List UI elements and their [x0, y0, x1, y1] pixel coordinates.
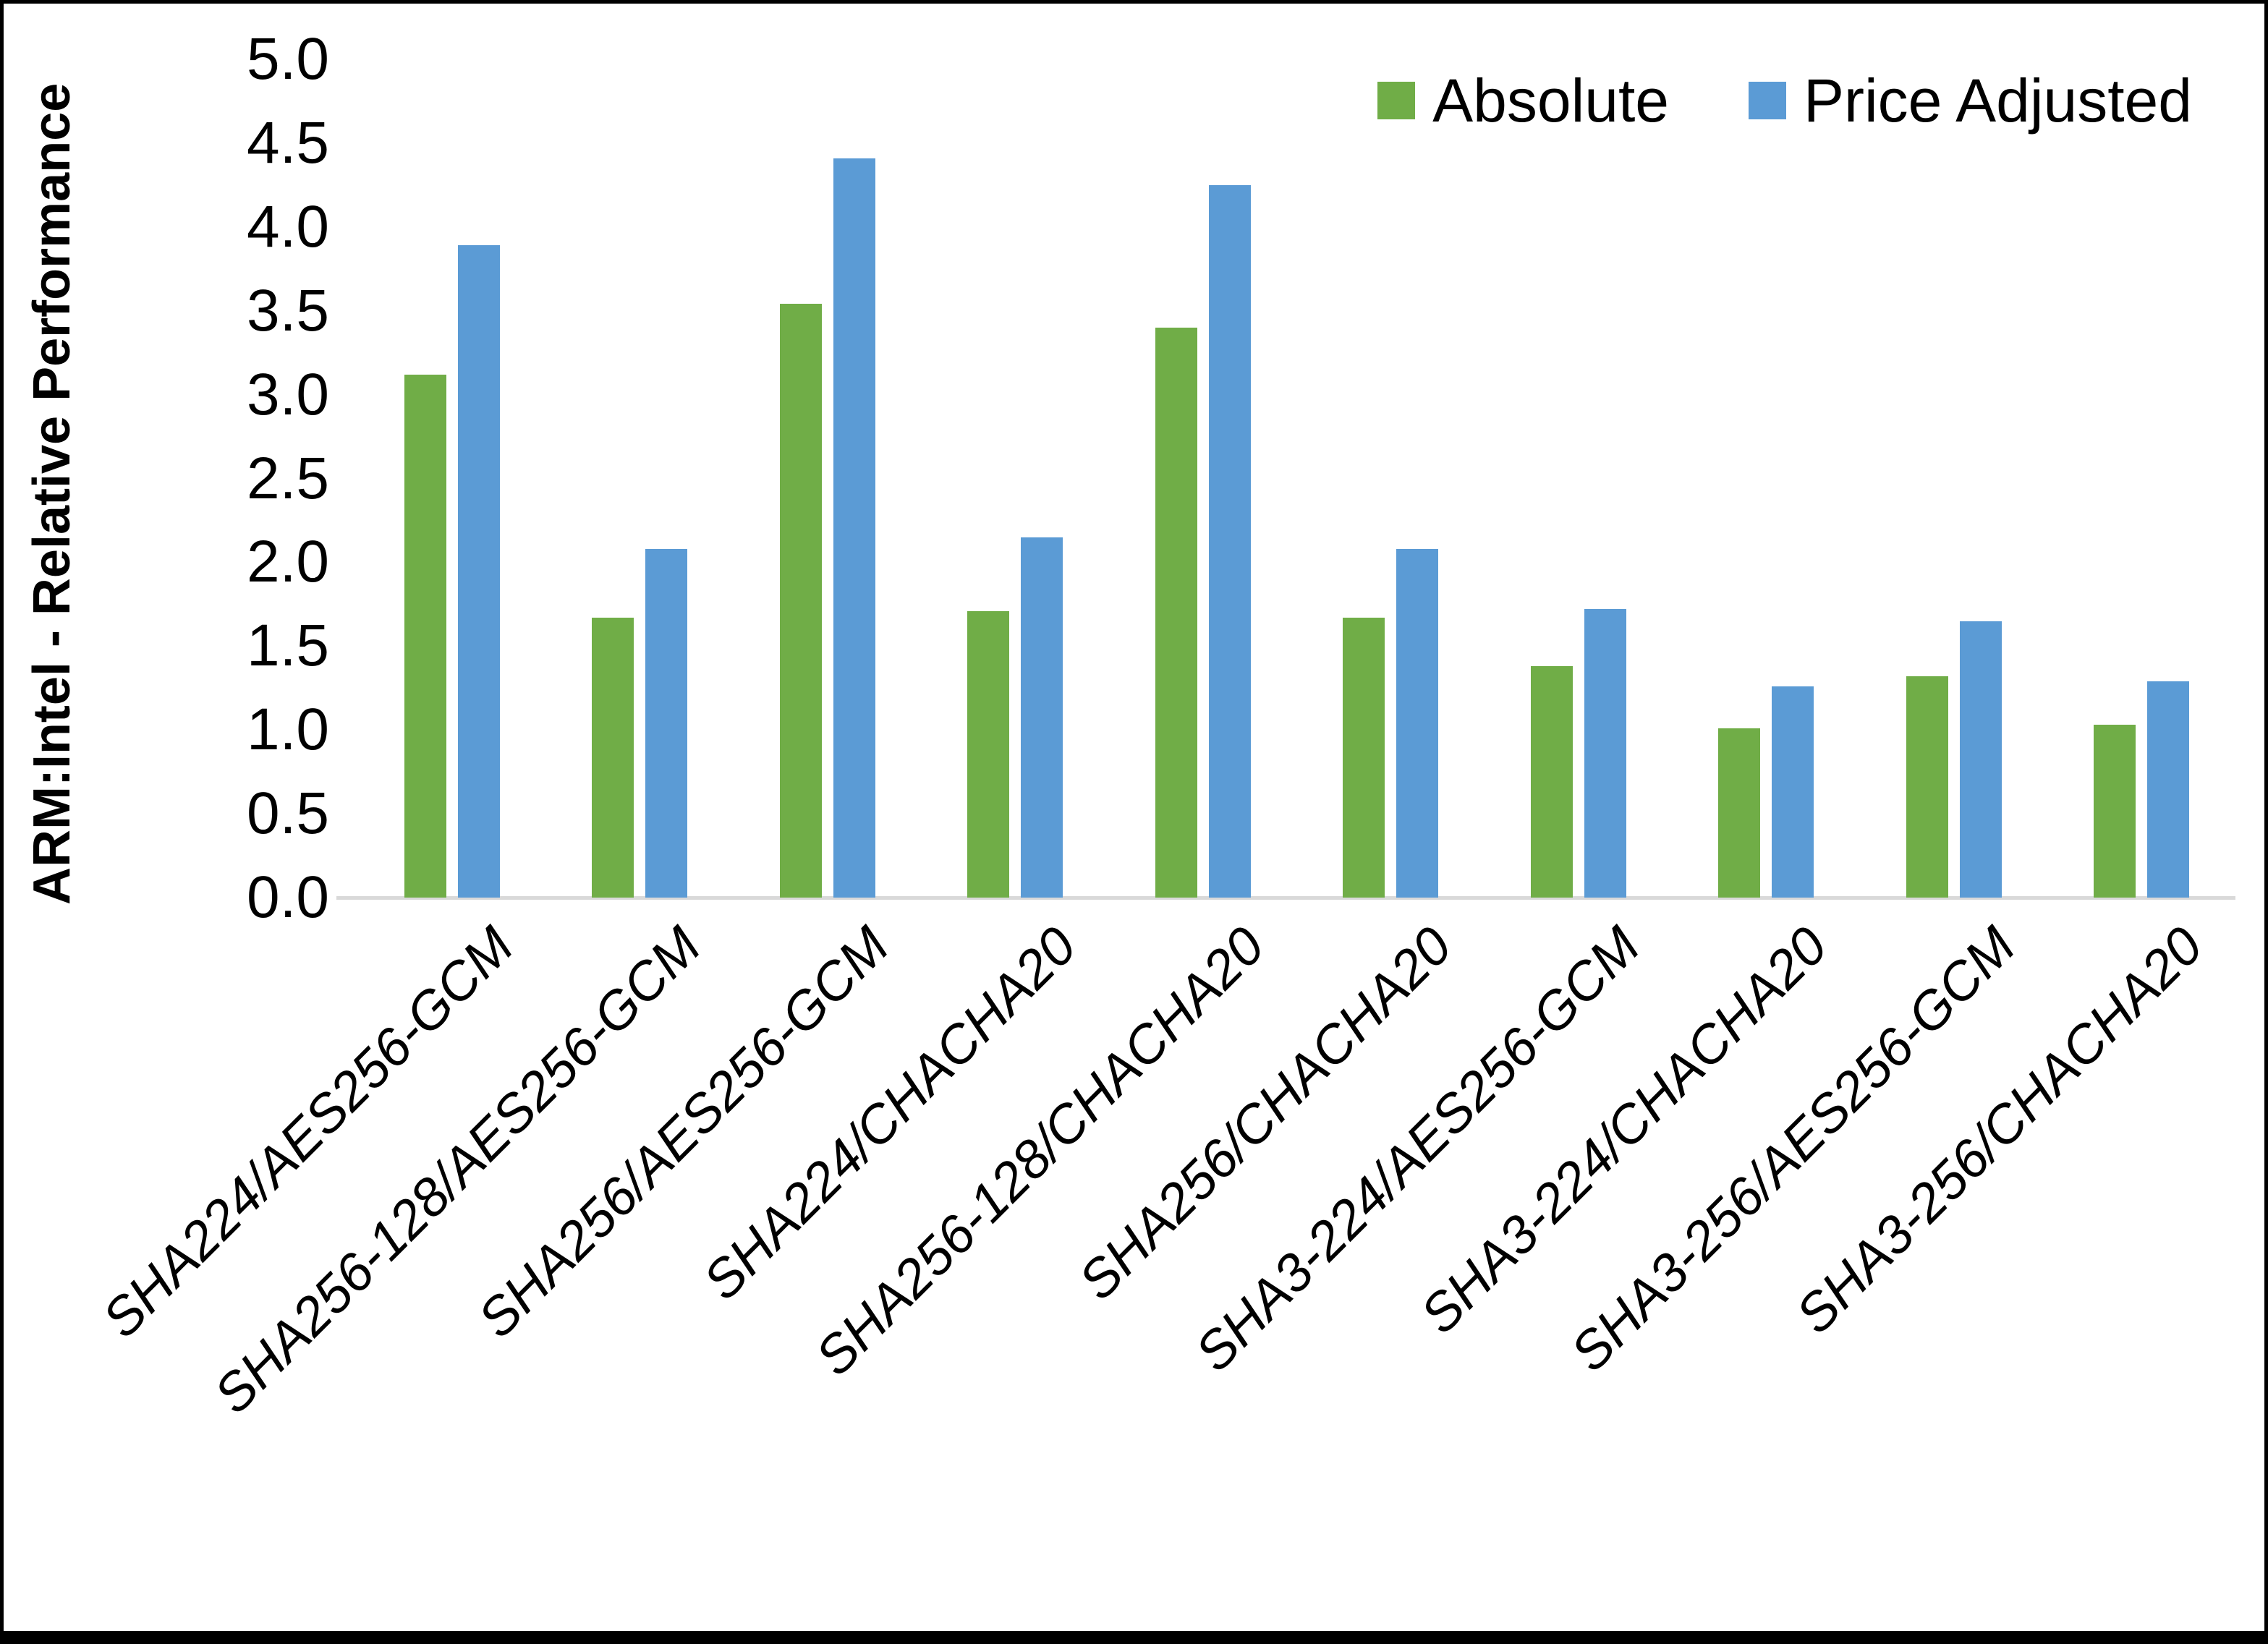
bar-group — [2048, 59, 2236, 898]
bar-absolute — [1155, 327, 1197, 898]
bar-price-adjusted — [1959, 621, 2002, 898]
bar-group — [1485, 59, 1673, 898]
bar-price-adjusted — [1021, 537, 1063, 898]
y-tick-label: 1.5 — [247, 613, 329, 679]
x-category-label: SHA256/CHACHA20 — [1067, 915, 1464, 1311]
bar-absolute — [1343, 617, 1385, 898]
legend-item-absolute: Absolute — [1377, 70, 1669, 131]
bar-absolute — [592, 617, 634, 898]
bar-price-adjusted — [2147, 681, 2190, 898]
legend-item-price-adjusted: Price Adjusted — [1749, 70, 2192, 131]
bar-group — [1860, 59, 2048, 898]
y-tick-label: 4.0 — [247, 193, 329, 260]
bar-price-adjusted — [1396, 548, 1439, 898]
y-tick-label: 0.5 — [247, 780, 329, 847]
y-tick-label: 3.0 — [247, 361, 329, 427]
plot-area — [358, 59, 2235, 898]
y-tick-label: 5.0 — [247, 26, 329, 92]
x-category-label: SHA224/CHACHA20 — [692, 915, 1088, 1311]
bar-price-adjusted — [833, 158, 875, 898]
y-tick-label: 4.5 — [247, 109, 329, 176]
bar-group — [546, 59, 734, 898]
y-tick-label: 1.0 — [247, 697, 329, 763]
bar-price-adjusted — [1772, 686, 1814, 898]
y-tick-label: 2.0 — [247, 529, 329, 595]
x-axis-line — [336, 896, 2235, 900]
y-axis-title: ARM:Intel - Relative Performance — [23, 82, 81, 905]
bar-group — [358, 59, 546, 898]
legend-swatch-icon — [1377, 82, 1416, 119]
y-tick-label: 0.0 — [247, 864, 329, 930]
bar-group — [1673, 59, 1861, 898]
bar-absolute — [404, 374, 446, 898]
bar-group — [1109, 59, 1297, 898]
legend-label: Absolute — [1432, 67, 1670, 135]
bar-absolute — [967, 610, 1010, 898]
bar-price-adjusted — [645, 548, 688, 898]
bar-absolute — [779, 304, 822, 898]
bar-absolute — [1530, 666, 1573, 898]
bar-group — [922, 59, 1110, 898]
bar-groups — [358, 59, 2235, 898]
legend-swatch-icon — [1749, 82, 1787, 119]
bar-absolute — [1718, 728, 1761, 898]
bar-absolute — [1906, 676, 1948, 898]
y-tick-label: 2.5 — [247, 445, 329, 511]
bar-group — [1297, 59, 1485, 898]
y-tick-label: 3.5 — [247, 277, 329, 344]
bar-group — [734, 59, 922, 898]
legend: Absolute Price Adjusted — [1377, 70, 2192, 131]
bar-price-adjusted — [1208, 184, 1251, 898]
legend-label: Price Adjusted — [1804, 67, 2192, 135]
bar-price-adjusted — [457, 245, 500, 898]
bar-price-adjusted — [1584, 609, 1626, 898]
bar-absolute — [2094, 725, 2136, 898]
